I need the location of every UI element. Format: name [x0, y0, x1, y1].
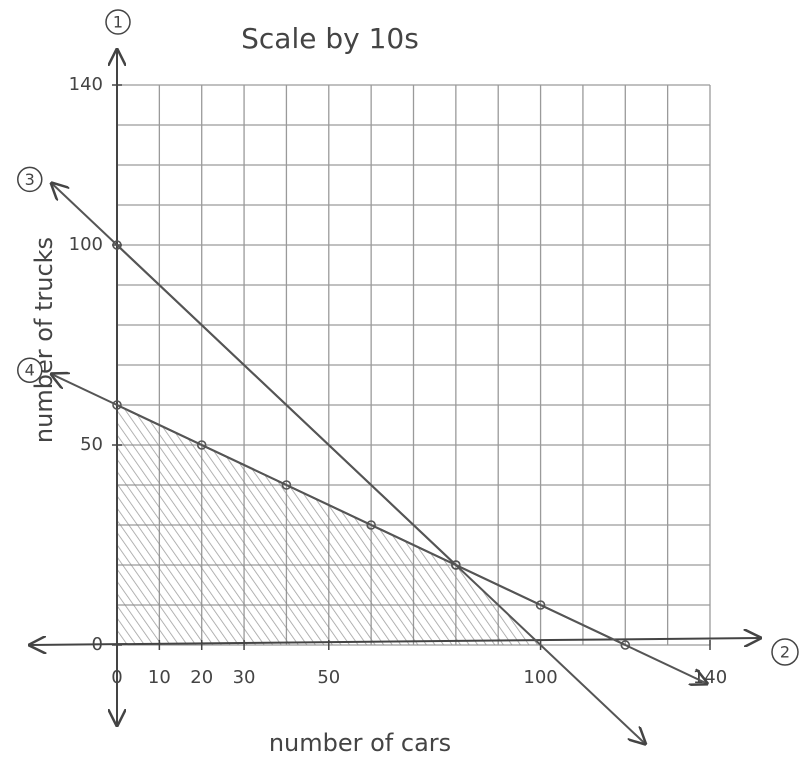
chart: Scale by 10s number of cars number of tr… — [0, 0, 812, 758]
x-axis-marker: 2 — [780, 643, 790, 662]
x-tick-label: 20 — [190, 667, 213, 688]
x-tick-label: 10 — [148, 667, 171, 688]
x-tick-label: 100 — [523, 667, 557, 688]
x-axis-label: number of cars — [269, 729, 451, 757]
y-tick-label: 50 — [80, 434, 103, 455]
series-label: 3 — [25, 170, 35, 189]
y-tick-label: 100 — [69, 234, 103, 255]
x-tick-label: 30 — [233, 667, 256, 688]
chart-title: Scale by 10s — [241, 22, 419, 55]
series-label: 4 — [25, 361, 35, 380]
page: Scale by 10s number of cars number of tr… — [0, 0, 812, 758]
y-tick-label: 0 — [92, 634, 103, 655]
x-tick-label: 50 — [317, 667, 340, 688]
y-axis-label: number of trucks — [30, 237, 58, 443]
x-tick-label: 0 — [111, 667, 122, 688]
x-tick-label: 140 — [693, 667, 727, 688]
y-tick-label: 140 — [69, 74, 103, 95]
y-axis-marker: 1 — [113, 13, 123, 32]
